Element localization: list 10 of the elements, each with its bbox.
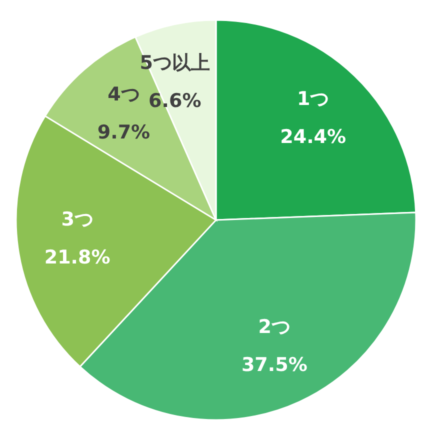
data-label: 24.4% — [280, 126, 346, 148]
data-label: 21.8% — [44, 246, 110, 268]
slice-label: 3つ — [61, 208, 94, 230]
data-label: 6.6% — [148, 90, 202, 112]
slice-label: 2つ — [258, 316, 291, 338]
slice-label: 1つ — [296, 88, 330, 110]
slice-label: 4つ — [108, 84, 140, 106]
data-label: 9.7% — [97, 122, 150, 144]
slice-label: 5つ以上 — [140, 52, 210, 74]
data-label: 37.5% — [241, 354, 308, 376]
